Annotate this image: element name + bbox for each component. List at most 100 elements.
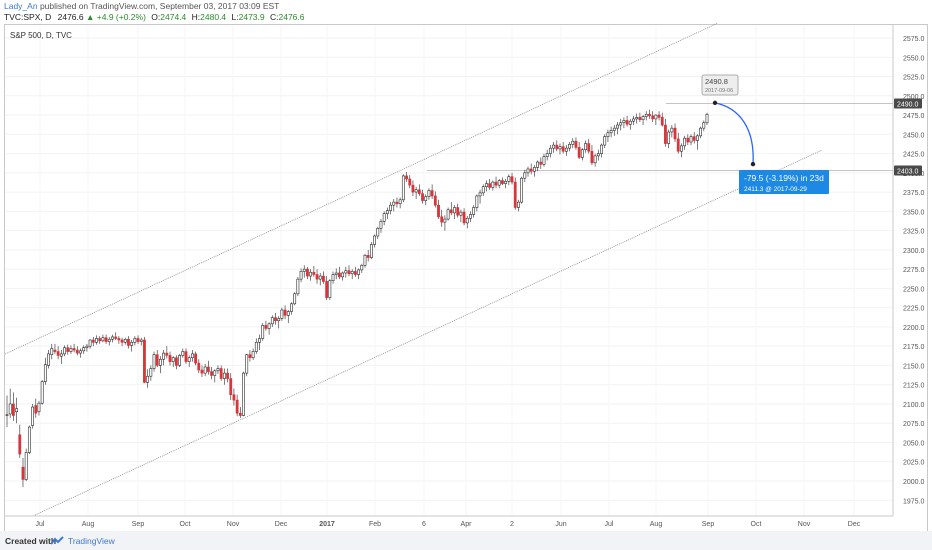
candle-body (574, 140, 578, 148)
projection-end-point (750, 161, 756, 167)
candle-body (609, 130, 613, 134)
candle-body (673, 127, 677, 140)
candle-body (171, 357, 175, 362)
y-tick-label: 2375.0 (903, 190, 925, 197)
candle-body (686, 137, 690, 143)
candle-body (251, 351, 255, 359)
candle-body (536, 161, 539, 168)
candle-body (63, 347, 66, 355)
projection-start-point (712, 100, 718, 106)
candle-body (657, 114, 661, 118)
candle-body (328, 280, 332, 298)
candle-body (213, 370, 217, 376)
candle-body (127, 338, 130, 346)
y-tick-label: 2475.0 (903, 113, 925, 120)
candle-body (181, 351, 185, 356)
candle-body (290, 303, 293, 312)
low-label: L: (231, 12, 239, 22)
candle-body (363, 254, 367, 266)
candle-body (632, 118, 635, 122)
candle-body (369, 244, 373, 258)
candle-body (417, 189, 421, 194)
candle-body (459, 211, 463, 216)
close-label: C: (270, 12, 279, 22)
x-tick-label: Jun (555, 521, 566, 528)
y-tick-label: 2425.0 (903, 152, 925, 159)
publish-line: Lady_An published on TradingView.com, Se… (4, 1, 279, 11)
candle-body (59, 353, 63, 357)
candle-body (462, 211, 466, 224)
candle-body (331, 274, 335, 281)
candle-body (564, 147, 568, 152)
candle-body (178, 355, 182, 366)
candle-body (322, 275, 325, 282)
footer-brand-link[interactable]: TradingView (68, 536, 115, 546)
candle-body (660, 117, 664, 126)
projection-result-box (739, 170, 829, 194)
footer: Created with TradingView (0, 531, 932, 550)
candle-body (107, 338, 111, 342)
y-tick-label: 2225.0 (903, 306, 925, 313)
candle-body (226, 372, 229, 379)
candle-body (79, 350, 82, 354)
y-tick-label: 2100.0 (903, 402, 925, 409)
candle-body (133, 338, 137, 343)
candle-body (258, 338, 261, 343)
candle-body (168, 355, 172, 362)
candle-body (8, 403, 12, 415)
candle-body (654, 114, 658, 120)
candle-body (667, 131, 671, 144)
candle-body (414, 189, 418, 193)
candle-body (111, 336, 114, 340)
candle-body (296, 278, 300, 295)
candle-body (680, 145, 683, 152)
candle-body (421, 193, 424, 201)
candle-body (194, 353, 197, 364)
candle-body (34, 405, 38, 414)
candle-body (190, 353, 194, 359)
open-value: 2474.4 (160, 12, 187, 22)
chart-symbol-label: S&P 500, D, TVC (10, 31, 72, 40)
candle-body (15, 408, 18, 412)
candle-body (143, 339, 146, 383)
candle-body (43, 364, 47, 382)
y-tick-label: 2525.0 (903, 75, 925, 82)
y-tick-label: 2125.0 (903, 383, 925, 390)
y-tick-label: 2300.0 (903, 248, 925, 255)
candle-body (235, 399, 239, 414)
candle-body (95, 338, 98, 343)
candle-body (104, 337, 108, 342)
projection-tool[interactable]: 2490.8 2017-09-06 -79.5 (-3.19%) in 23d 241… (701, 74, 829, 194)
candle-body (558, 146, 562, 150)
candle-body (334, 272, 338, 275)
candle-body (561, 146, 565, 152)
candle-body (21, 466, 25, 480)
y-tick-label: 2550.0 (903, 55, 925, 62)
candle-body (72, 348, 76, 351)
candle-body (651, 115, 655, 120)
candle-body (449, 209, 453, 214)
candle-body (341, 272, 345, 278)
y-tick-label: 2075.0 (903, 421, 925, 428)
candle-body (430, 190, 434, 197)
candle-body (277, 318, 281, 322)
candle-body (523, 172, 527, 179)
price-tag-upper (894, 98, 922, 109)
candle-body (590, 150, 594, 164)
channel-upper-line (4, 22, 719, 355)
candle-body (532, 167, 536, 172)
candle-body (232, 394, 236, 401)
author-link[interactable]: Lady_An (4, 1, 38, 11)
candle-body (472, 207, 476, 215)
candle-body (69, 348, 73, 352)
candle-body (203, 366, 207, 374)
candle-body (114, 336, 118, 339)
candle-body (373, 235, 376, 245)
projection-change-text: -79.5 (-3.19%) in 23d (744, 173, 824, 183)
candle-body (31, 406, 34, 426)
candle-body (254, 342, 258, 352)
candle-body (130, 342, 134, 346)
x-tick-label: Aug (650, 521, 663, 528)
candle-body (619, 122, 623, 126)
